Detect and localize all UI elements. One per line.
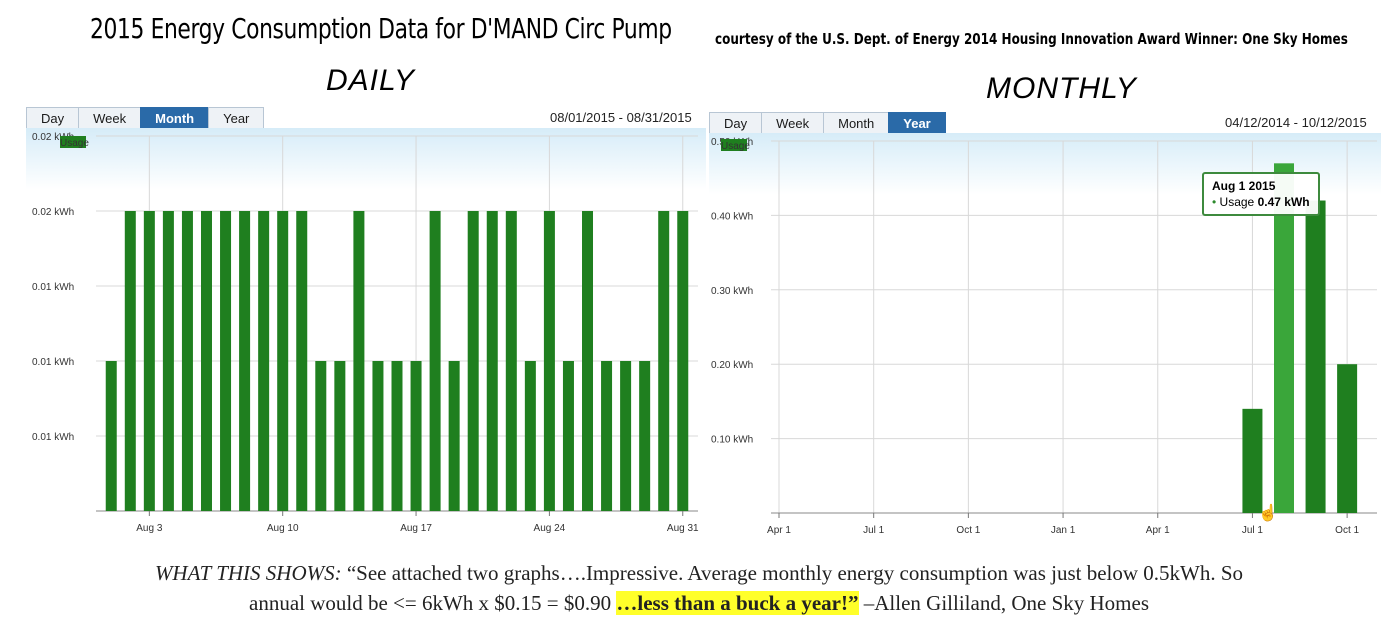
daily-x-tick-label: Aug 17 (400, 523, 432, 534)
tooltip-title: Aug 1 2015 (1212, 179, 1276, 193)
daily-bar[interactable] (277, 211, 289, 511)
daily-legend: Usage (60, 136, 89, 149)
footer-line-1: WHAT THIS SHOWS: “See attached two graph… (0, 558, 1398, 588)
footer-attribution: –Allen Gilliland, One Sky Homes (858, 591, 1149, 615)
daily-chart: 0.01 kWh 0.01 kWh 0.01 kWh 0.02 kWh 0.02 kWh… (26, 128, 706, 538)
daily-bar[interactable] (620, 361, 632, 511)
monthly-tabs: Day Week Month Year (709, 112, 946, 134)
daily-tab-day[interactable]: Day (26, 107, 80, 129)
daily-x-tick-label: Aug 3 (136, 523, 163, 534)
daily-tab-week[interactable]: Week (78, 107, 142, 129)
footer-quote-2: annual would be <= 6kWh x $0.15 = $0.90 (249, 591, 617, 615)
monthly-label: MONTHLY (986, 72, 1137, 105)
monthly-tab-week[interactable]: Week (761, 112, 825, 134)
monthly-y-tick-label: 0.20 kWh (711, 360, 753, 371)
daily-y-tick-label: 0.01 kWh (32, 357, 74, 368)
page-title: 2015 Energy Consumption Data for D'MAND … (90, 12, 672, 45)
monthly-legend-swatch (721, 139, 747, 151)
daily-tab-month[interactable]: Month (140, 107, 210, 129)
daily-bar[interactable] (505, 211, 517, 511)
monthly-bar[interactable] (1274, 163, 1294, 513)
footer-line-2: annual would be <= 6kWh x $0.15 = $0.90 … (0, 588, 1398, 618)
monthly-bar[interactable] (1305, 200, 1326, 513)
hand-cursor-icon: ☝ (1258, 505, 1278, 522)
daily-bar[interactable] (162, 211, 174, 511)
daily-bar[interactable] (372, 361, 384, 511)
daily-bar[interactable] (315, 361, 327, 511)
daily-bar[interactable] (677, 211, 689, 511)
daily-bar[interactable] (467, 211, 479, 511)
daily-x-tick-label: Aug 31 (667, 523, 699, 534)
monthly-x-tick-label: Jul 1 (863, 525, 885, 536)
daily-y-tick-label: 0.02 kWh (32, 207, 74, 218)
daily-bar[interactable] (334, 361, 346, 511)
daily-bar[interactable] (124, 211, 136, 511)
daily-y-tick-label: 0.01 kWh (32, 282, 74, 293)
daily-tabs: Day Week Month Year (26, 107, 265, 129)
daily-label: DAILY (326, 64, 415, 97)
daily-tab-year[interactable]: Year (208, 107, 265, 129)
daily-bar[interactable] (562, 361, 574, 511)
daily-y-tick-label: 0.01 kWh (32, 432, 74, 443)
monthly-y-tick-label: 0.30 kWh (711, 286, 753, 297)
monthly-x-tick-label: Apr 1 (767, 525, 791, 536)
tooltip-dot-icon: • (1212, 195, 1217, 209)
daily-bar[interactable] (220, 211, 232, 511)
monthly-legend-label: Usage (721, 141, 750, 152)
daily-bar[interactable] (143, 211, 155, 511)
page-title-wrap: 2015 Energy Consumption Data for D'MAND … (90, 12, 836, 45)
daily-y-tick-label: 0.02 kWh (32, 132, 74, 143)
tooltip-series: Usage (1219, 195, 1255, 209)
daily-bar[interactable] (200, 211, 212, 511)
monthly-date-range: 04/12/2014 - 10/12/2015 (1225, 115, 1367, 130)
daily-bar[interactable] (239, 211, 251, 511)
monthly-y-tick-label: 0.40 kWh (711, 211, 753, 222)
monthly-tab-month[interactable]: Month (823, 112, 890, 134)
chart-tooltip: Aug 1 2015 • Usage 0.47 kWh (1202, 172, 1320, 216)
daily-date-range: 08/01/2015 - 08/31/2015 (550, 110, 692, 125)
monthly-tab-year[interactable]: Year (888, 112, 946, 134)
daily-x-tick-label: Aug 10 (267, 523, 299, 534)
page-subtitle: courtesy of the U.S. Dept. of Energy 201… (715, 30, 1348, 48)
daily-bar[interactable] (543, 211, 555, 511)
daily-bar[interactable] (524, 361, 536, 511)
tooltip-row: • Usage 0.47 kWh (1212, 194, 1310, 210)
daily-legend-label: Usage (60, 138, 89, 149)
daily-bar[interactable] (105, 361, 117, 511)
daily-legend-swatch (60, 136, 86, 148)
monthly-x-tick-label: Apr 1 (1146, 525, 1170, 536)
monthly-legend: Usage (721, 139, 750, 152)
daily-bar[interactable] (353, 211, 365, 511)
monthly-y-tick-label: 0.10 kWh (711, 435, 753, 446)
daily-bar[interactable] (258, 211, 270, 511)
monthly-bar[interactable] (1242, 408, 1263, 513)
daily-bar[interactable] (601, 361, 613, 511)
monthly-x-tick-label: Oct 1 (956, 525, 980, 536)
daily-x-tick-label: Aug 24 (534, 523, 566, 534)
footer-quote-1: “See attached two graphs….Impressive. Av… (341, 561, 1244, 585)
daily-bar[interactable] (658, 211, 670, 511)
daily-bar[interactable] (181, 211, 193, 511)
monthly-tab-day[interactable]: Day (709, 112, 763, 134)
tooltip-value: 0.47 kWh (1257, 195, 1310, 209)
footer-lead: WHAT THIS SHOWS: (154, 561, 342, 585)
monthly-x-tick-label: Jan 1 (1051, 525, 1076, 536)
footer-highlight: …less than a buck a year!” (616, 591, 859, 615)
monthly-x-tick-label: Jul 1 (1242, 525, 1264, 536)
daily-bar[interactable] (391, 361, 403, 511)
daily-bar[interactable] (410, 361, 422, 511)
daily-bar[interactable] (639, 361, 651, 511)
daily-bar[interactable] (429, 211, 441, 511)
monthly-bar[interactable] (1337, 364, 1358, 513)
monthly-x-tick-label: Oct 1 (1335, 525, 1359, 536)
daily-bar[interactable] (296, 211, 308, 511)
daily-bar[interactable] (448, 361, 460, 511)
daily-bar[interactable] (486, 211, 498, 511)
daily-bar[interactable] (582, 211, 594, 511)
